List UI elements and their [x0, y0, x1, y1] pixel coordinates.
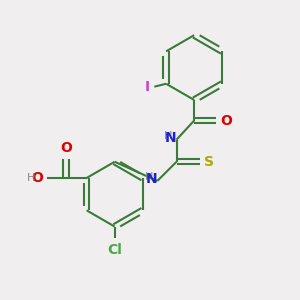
Text: O: O: [60, 141, 72, 155]
Text: H: H: [27, 173, 35, 183]
Text: O: O: [31, 171, 43, 185]
Text: N: N: [146, 172, 158, 186]
Text: I: I: [145, 80, 150, 94]
Text: S: S: [204, 155, 214, 169]
Text: H: H: [164, 131, 172, 141]
Text: H: H: [145, 172, 153, 182]
Text: O: O: [220, 114, 232, 128]
Text: Cl: Cl: [107, 243, 122, 257]
Text: N: N: [165, 131, 176, 145]
